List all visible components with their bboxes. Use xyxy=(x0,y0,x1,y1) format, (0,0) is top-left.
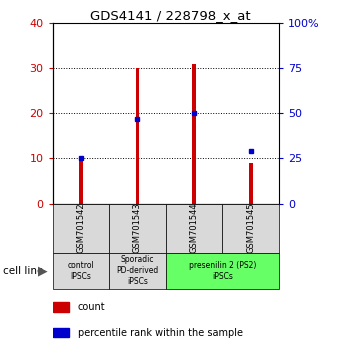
Text: count: count xyxy=(78,302,105,312)
Text: GSM701543: GSM701543 xyxy=(133,202,142,253)
Bar xyxy=(53,328,69,337)
Text: GSM701544: GSM701544 xyxy=(189,202,199,253)
Text: ▶: ▶ xyxy=(38,264,47,277)
Text: percentile rank within the sample: percentile rank within the sample xyxy=(78,327,242,338)
Bar xyxy=(109,253,166,289)
Text: GSM701542: GSM701542 xyxy=(76,202,85,253)
Text: control
IPSCs: control IPSCs xyxy=(68,261,94,281)
Bar xyxy=(53,302,69,312)
Bar xyxy=(166,204,222,253)
Bar xyxy=(222,204,279,253)
Bar xyxy=(192,64,196,204)
Text: cell line: cell line xyxy=(3,266,44,276)
Bar xyxy=(166,253,279,289)
Text: GDS4141 / 228798_x_at: GDS4141 / 228798_x_at xyxy=(90,9,250,22)
Text: Sporadic
PD-derived
iPSCs: Sporadic PD-derived iPSCs xyxy=(116,255,159,286)
Bar xyxy=(53,204,109,253)
Bar xyxy=(249,163,253,204)
Bar xyxy=(79,159,83,204)
Text: presenilin 2 (PS2)
iPSCs: presenilin 2 (PS2) iPSCs xyxy=(189,261,256,281)
Bar xyxy=(109,204,166,253)
Bar xyxy=(53,253,109,289)
Text: GSM701545: GSM701545 xyxy=(246,202,255,253)
Bar xyxy=(136,68,139,204)
